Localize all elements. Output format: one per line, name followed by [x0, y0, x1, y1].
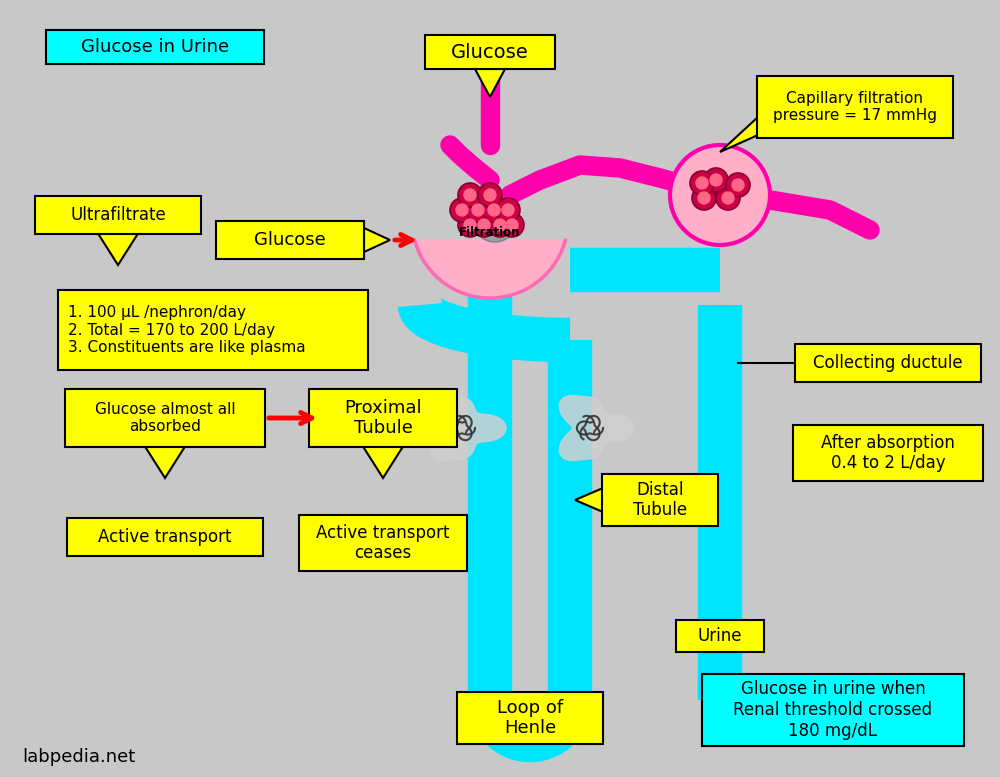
Polygon shape: [363, 447, 403, 478]
Text: labpedia.net: labpedia.net: [22, 748, 135, 766]
Text: Capillary filtration
pressure = 17 mmHg: Capillary filtration pressure = 17 mmHg: [773, 91, 937, 124]
Circle shape: [482, 198, 506, 222]
Circle shape: [472, 213, 496, 237]
Circle shape: [726, 173, 750, 197]
Text: Distal
Tubule: Distal Tubule: [633, 481, 687, 519]
Circle shape: [466, 198, 490, 222]
Text: Collecting ductule: Collecting ductule: [813, 354, 963, 372]
FancyBboxPatch shape: [757, 76, 953, 138]
Text: Loop of
Henle: Loop of Henle: [497, 699, 563, 737]
Circle shape: [496, 198, 520, 222]
FancyBboxPatch shape: [702, 674, 964, 746]
FancyBboxPatch shape: [457, 692, 603, 744]
FancyBboxPatch shape: [676, 620, 764, 652]
Circle shape: [722, 192, 734, 204]
Circle shape: [478, 219, 490, 231]
FancyBboxPatch shape: [216, 221, 364, 259]
Circle shape: [500, 213, 524, 237]
Circle shape: [464, 189, 476, 201]
Text: Proximal
Tubule: Proximal Tubule: [344, 399, 422, 437]
Circle shape: [488, 204, 500, 216]
FancyBboxPatch shape: [46, 30, 264, 64]
Circle shape: [502, 204, 514, 216]
Text: Filtration: Filtration: [459, 225, 521, 239]
Circle shape: [464, 219, 476, 231]
Circle shape: [732, 179, 744, 191]
Text: Glucose in urine when
Renal threshold crossed
180 mg/dL: Glucose in urine when Renal threshold cr…: [733, 680, 933, 740]
FancyBboxPatch shape: [425, 35, 555, 69]
Circle shape: [450, 198, 474, 222]
Polygon shape: [475, 69, 505, 97]
Text: Glucose almost all
absorbed: Glucose almost all absorbed: [95, 402, 235, 434]
FancyBboxPatch shape: [67, 518, 263, 556]
Circle shape: [473, 198, 517, 242]
Polygon shape: [415, 240, 565, 298]
FancyBboxPatch shape: [793, 425, 983, 481]
Polygon shape: [720, 117, 758, 152]
Circle shape: [456, 204, 468, 216]
FancyBboxPatch shape: [795, 344, 981, 382]
Circle shape: [494, 219, 506, 231]
Circle shape: [484, 189, 496, 201]
FancyBboxPatch shape: [58, 290, 368, 370]
Polygon shape: [364, 228, 390, 252]
Circle shape: [458, 213, 482, 237]
FancyBboxPatch shape: [35, 197, 201, 234]
Polygon shape: [98, 234, 138, 265]
Text: Active transport
ceases: Active transport ceases: [316, 524, 450, 563]
FancyBboxPatch shape: [309, 389, 457, 447]
Circle shape: [698, 192, 710, 204]
FancyBboxPatch shape: [299, 515, 467, 570]
Polygon shape: [559, 395, 634, 461]
Text: Glucose: Glucose: [451, 43, 529, 61]
Circle shape: [478, 183, 502, 207]
Circle shape: [692, 186, 716, 210]
Circle shape: [696, 177, 708, 189]
Circle shape: [690, 171, 714, 195]
Text: Glucose in Urine: Glucose in Urine: [81, 38, 229, 56]
Circle shape: [710, 174, 722, 186]
Circle shape: [506, 219, 518, 231]
FancyBboxPatch shape: [65, 389, 265, 447]
FancyBboxPatch shape: [602, 474, 718, 526]
Polygon shape: [145, 447, 185, 478]
Text: Urine: Urine: [698, 627, 742, 645]
Text: Active transport: Active transport: [98, 528, 232, 546]
Circle shape: [670, 145, 770, 245]
Text: 1. 100 μL /nephron/day
2. Total = 170 to 200 L/day
3. Constituents are like plas: 1. 100 μL /nephron/day 2. Total = 170 to…: [68, 305, 306, 355]
Text: After absorption
0.4 to 2 L/day: After absorption 0.4 to 2 L/day: [821, 434, 955, 472]
Circle shape: [472, 204, 484, 216]
Circle shape: [704, 168, 728, 192]
Polygon shape: [431, 395, 506, 461]
Circle shape: [716, 186, 740, 210]
Circle shape: [488, 213, 512, 237]
Text: Glucose: Glucose: [254, 231, 326, 249]
Text: Ultrafiltrate: Ultrafiltrate: [70, 206, 166, 224]
Circle shape: [458, 183, 482, 207]
Polygon shape: [575, 488, 603, 512]
